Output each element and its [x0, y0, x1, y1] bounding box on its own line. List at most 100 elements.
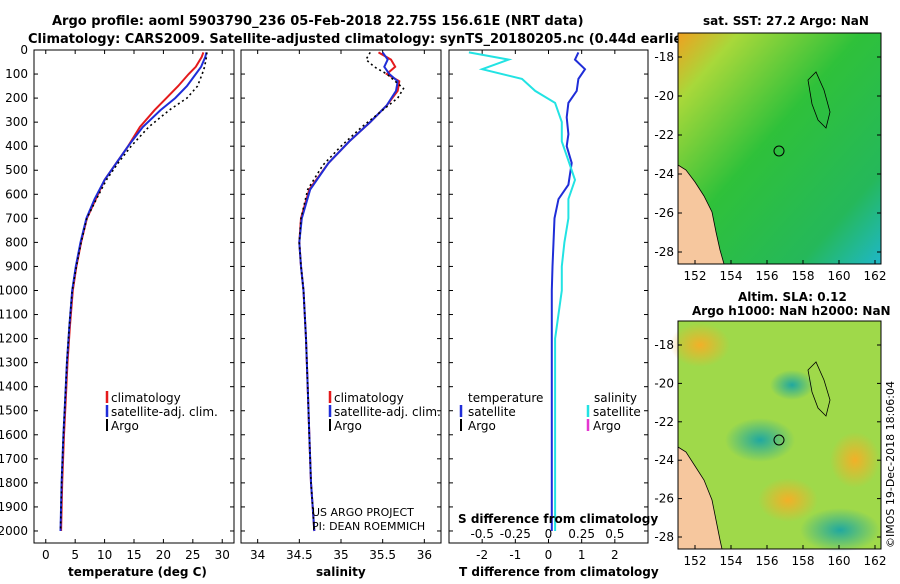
sst-map-axes: -18 -20 -22 -24 -26 -28 152 154 156 158 160 162 [654, 50, 886, 283]
x-tick-label: 34.5 [286, 548, 313, 562]
sst-map: sat. SST: 27.2 Argo: NaN -18-20-22-24- [654, 14, 886, 283]
legend-climatology: climatology [111, 391, 181, 405]
sla-warm-anomaly [758, 478, 818, 522]
credit-line-1: US ARGO PROJECT [312, 506, 414, 519]
legend-satellite: satellite-adj. clim. [334, 405, 441, 419]
lat-tick-label: -18 [654, 338, 674, 352]
lon-tick-label: 158 [792, 554, 815, 568]
lon-tick-label: 162 [864, 554, 887, 568]
x-tick-label: 2 [611, 548, 619, 562]
lat-tick-label: -24 [654, 453, 674, 467]
lon-tick-label: 154 [720, 269, 743, 283]
lat-tick-label: -20 [654, 89, 674, 103]
lon-tick-label: 156 [756, 554, 779, 568]
depth-tick-label: 300 [5, 115, 28, 129]
x2-tick-label: 0 [545, 527, 553, 541]
series-argo [59, 52, 208, 532]
depth-tick-label: 700 [5, 211, 28, 225]
depth-tick-label: 200 [5, 91, 28, 105]
salinity-legend: climatology satellite-adj. clim. Argo [328, 391, 441, 433]
lon-tick-label: 160 [828, 554, 851, 568]
depth-tick-label: 500 [5, 163, 28, 177]
difference-panel: -2 -1 0 1 2 -0.5 -0.25 0 0.25 0.5 S difference fr… [448, 49, 659, 579]
depth-tick-label: 2000 [0, 524, 28, 538]
lat-tick-label: -18 [654, 50, 674, 64]
lat-tick-label: -22 [654, 128, 674, 142]
series-argo [298, 51, 405, 532]
depth-tick-label: 1000 [0, 283, 28, 297]
x-tick-label: 1 [578, 548, 586, 562]
depth-axis: 0 100 200 300 400 500 600 700 800 900 1000 1100 1200… [0, 43, 28, 538]
sla-map: Altim. SLA: 0.12 Argo h1000: NaN h2000: … [654, 290, 890, 568]
difference-ticks: -2 -1 0 1 2 -0.5 -0.25 0 0.25 0.5 [449, 49, 648, 562]
x-tick-label: 5 [71, 548, 79, 562]
lat-tick-label: -28 [654, 245, 674, 259]
sla-map-frame [677, 320, 882, 550]
depth-tick-label: 800 [5, 235, 28, 249]
lat-tick-label: -24 [654, 167, 674, 181]
series-satellite-adj-clim- [59, 52, 208, 532]
x-tick-label: 15 [126, 548, 141, 562]
x-tick-label: -2 [476, 548, 488, 562]
sst-map-frame [677, 32, 882, 265]
x-tick-label: 10 [97, 548, 112, 562]
lon-tick-label: 158 [792, 269, 815, 283]
difference-x2label: S difference from climatology [458, 512, 658, 526]
depth-tick-label: 600 [5, 187, 28, 201]
temperature-panel-frame [33, 49, 235, 544]
depth-tick-label: 1200 [0, 332, 28, 346]
x-tick-label: 25 [185, 548, 200, 562]
depth-tick-label: 1500 [0, 404, 28, 418]
lat-tick-label: -26 [654, 206, 674, 220]
temperature-ticks: 0 5 10 15 20 25 30 [34, 49, 234, 562]
temperature-lines [59, 52, 208, 532]
lon-tick-label: 160 [828, 269, 851, 283]
lat-tick-label: -22 [654, 415, 674, 429]
sla-eddy [800, 508, 880, 552]
x2-tick-label: -0.25 [500, 527, 531, 541]
sla-warm-anomaly [830, 432, 880, 488]
sla-eddy [725, 418, 795, 462]
salinity-panel: 34 34.5 35 35.5 36 salinity climatology sate… [240, 49, 442, 579]
legend-s-argo: Argo [593, 419, 621, 433]
depth-tick-label: 1400 [0, 380, 28, 394]
x-tick-label: 35.5 [369, 548, 396, 562]
depth-tick-label: 900 [5, 259, 28, 273]
legend-climatology: climatology [334, 391, 404, 405]
lat-tick-label: -20 [654, 376, 674, 390]
x2-tick-label: 0.25 [568, 527, 595, 541]
series-satellite-adj-clim- [298, 51, 399, 532]
sla-eddy [770, 370, 814, 400]
depth-tick-label: 1700 [0, 452, 28, 466]
depth-tick-label: 1800 [0, 476, 28, 490]
depth-tick-label: 0 [20, 43, 28, 57]
series-salinity-satellite [468, 51, 577, 531]
x-tick-label: 0 [42, 548, 50, 562]
sst-map-title: sat. SST: 27.2 Argo: NaN [703, 14, 869, 28]
x-tick-label: 35 [333, 548, 348, 562]
salinity-ticks: 34 34.5 35 35.5 36 [241, 49, 441, 562]
depth-tick-label: 1300 [0, 356, 28, 370]
footer-stamp: ©IMOS 19-Dec-2018 18:06:04 [884, 381, 897, 548]
series-climatology [60, 52, 205, 532]
legend-satellite: satellite-adj. clim. [111, 405, 218, 419]
x2-tick-label: -0.5 [470, 527, 493, 541]
legend-salinity-heading: salinity [594, 391, 637, 405]
sla-reef-outline [807, 361, 831, 417]
salinity-xlabel: salinity [316, 565, 366, 579]
legend-t-satellite: satellite [468, 405, 516, 419]
depth-tick-label: 400 [5, 139, 28, 153]
temperature-xlabel: temperature (deg C) [68, 565, 207, 579]
sla-map-title-2: Argo h1000: NaN h2000: NaN [692, 304, 891, 318]
difference-lines [468, 51, 587, 531]
x-tick-label: 36 [417, 548, 432, 562]
depth-tick-label: 1600 [0, 428, 28, 442]
lat-tick-label: -26 [654, 492, 674, 506]
x-tick-label: 0 [545, 548, 553, 562]
x2-tick-label: 0.5 [605, 527, 624, 541]
sla-map-axes: -18 -20 -22 -24 -26 -28 152 154 156 158 160 162 [654, 338, 886, 568]
x-tick-label: 20 [156, 548, 171, 562]
lon-tick-label: 152 [684, 269, 707, 283]
depth-tick-label: 1900 [0, 500, 28, 514]
